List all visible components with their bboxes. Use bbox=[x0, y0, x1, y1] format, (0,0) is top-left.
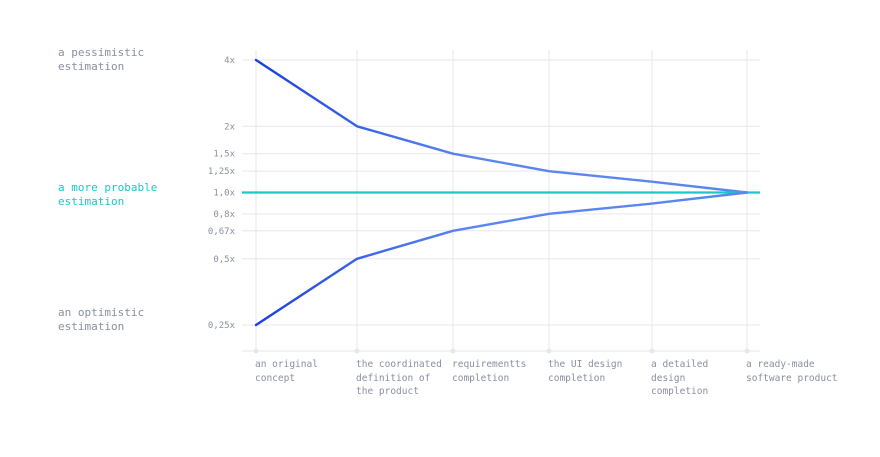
x-axis-dot bbox=[546, 348, 552, 354]
pessimistic-estimation-label: a pessimistic estimation bbox=[58, 46, 145, 73]
y-tick-label: 0,5x bbox=[213, 255, 235, 265]
series-layer bbox=[242, 58, 760, 327]
grid-layer bbox=[242, 50, 760, 352]
series-line-pessimistic bbox=[254, 58, 749, 194]
x-category-label: the UI design completion bbox=[548, 359, 623, 384]
x-category-label: requirementts completion bbox=[452, 359, 527, 384]
x-category-label: a detailed design completion bbox=[651, 359, 709, 397]
y-tick-label: 0,25x bbox=[208, 321, 236, 331]
x-axis-dot bbox=[744, 348, 750, 354]
x-axis-dots bbox=[253, 348, 750, 354]
y-tick-label: 0,67x bbox=[208, 227, 236, 237]
probable-estimation-label: a more probable estimation bbox=[58, 181, 158, 208]
y-tick-labels: 4x 2x 1,5x 1,25x 1,0x 0,8x 0,67x 0,5x 0,25x bbox=[208, 56, 236, 331]
x-axis-dot bbox=[649, 348, 655, 354]
y-tick-label: 0,8x bbox=[213, 210, 235, 220]
y-tick-label: 1,25x bbox=[208, 167, 236, 177]
x-category-label: an original concept bbox=[255, 359, 318, 384]
x-category-label: the coordinated definition of the produc… bbox=[356, 359, 442, 397]
series-line-optimistic bbox=[254, 191, 749, 327]
y-tick-label: 1,5x bbox=[213, 150, 235, 160]
x-category-label: a ready-made software product bbox=[746, 359, 838, 384]
optimistic-estimation-label: an optimistic estimation bbox=[58, 306, 145, 333]
x-axis-dot bbox=[253, 348, 259, 354]
x-axis-dot bbox=[354, 348, 360, 354]
x-axis-dot bbox=[450, 348, 456, 354]
y-tick-label: 1,0x bbox=[213, 189, 235, 199]
y-tick-label: 2x bbox=[224, 122, 235, 132]
y-tick-label: 4x bbox=[224, 56, 235, 66]
